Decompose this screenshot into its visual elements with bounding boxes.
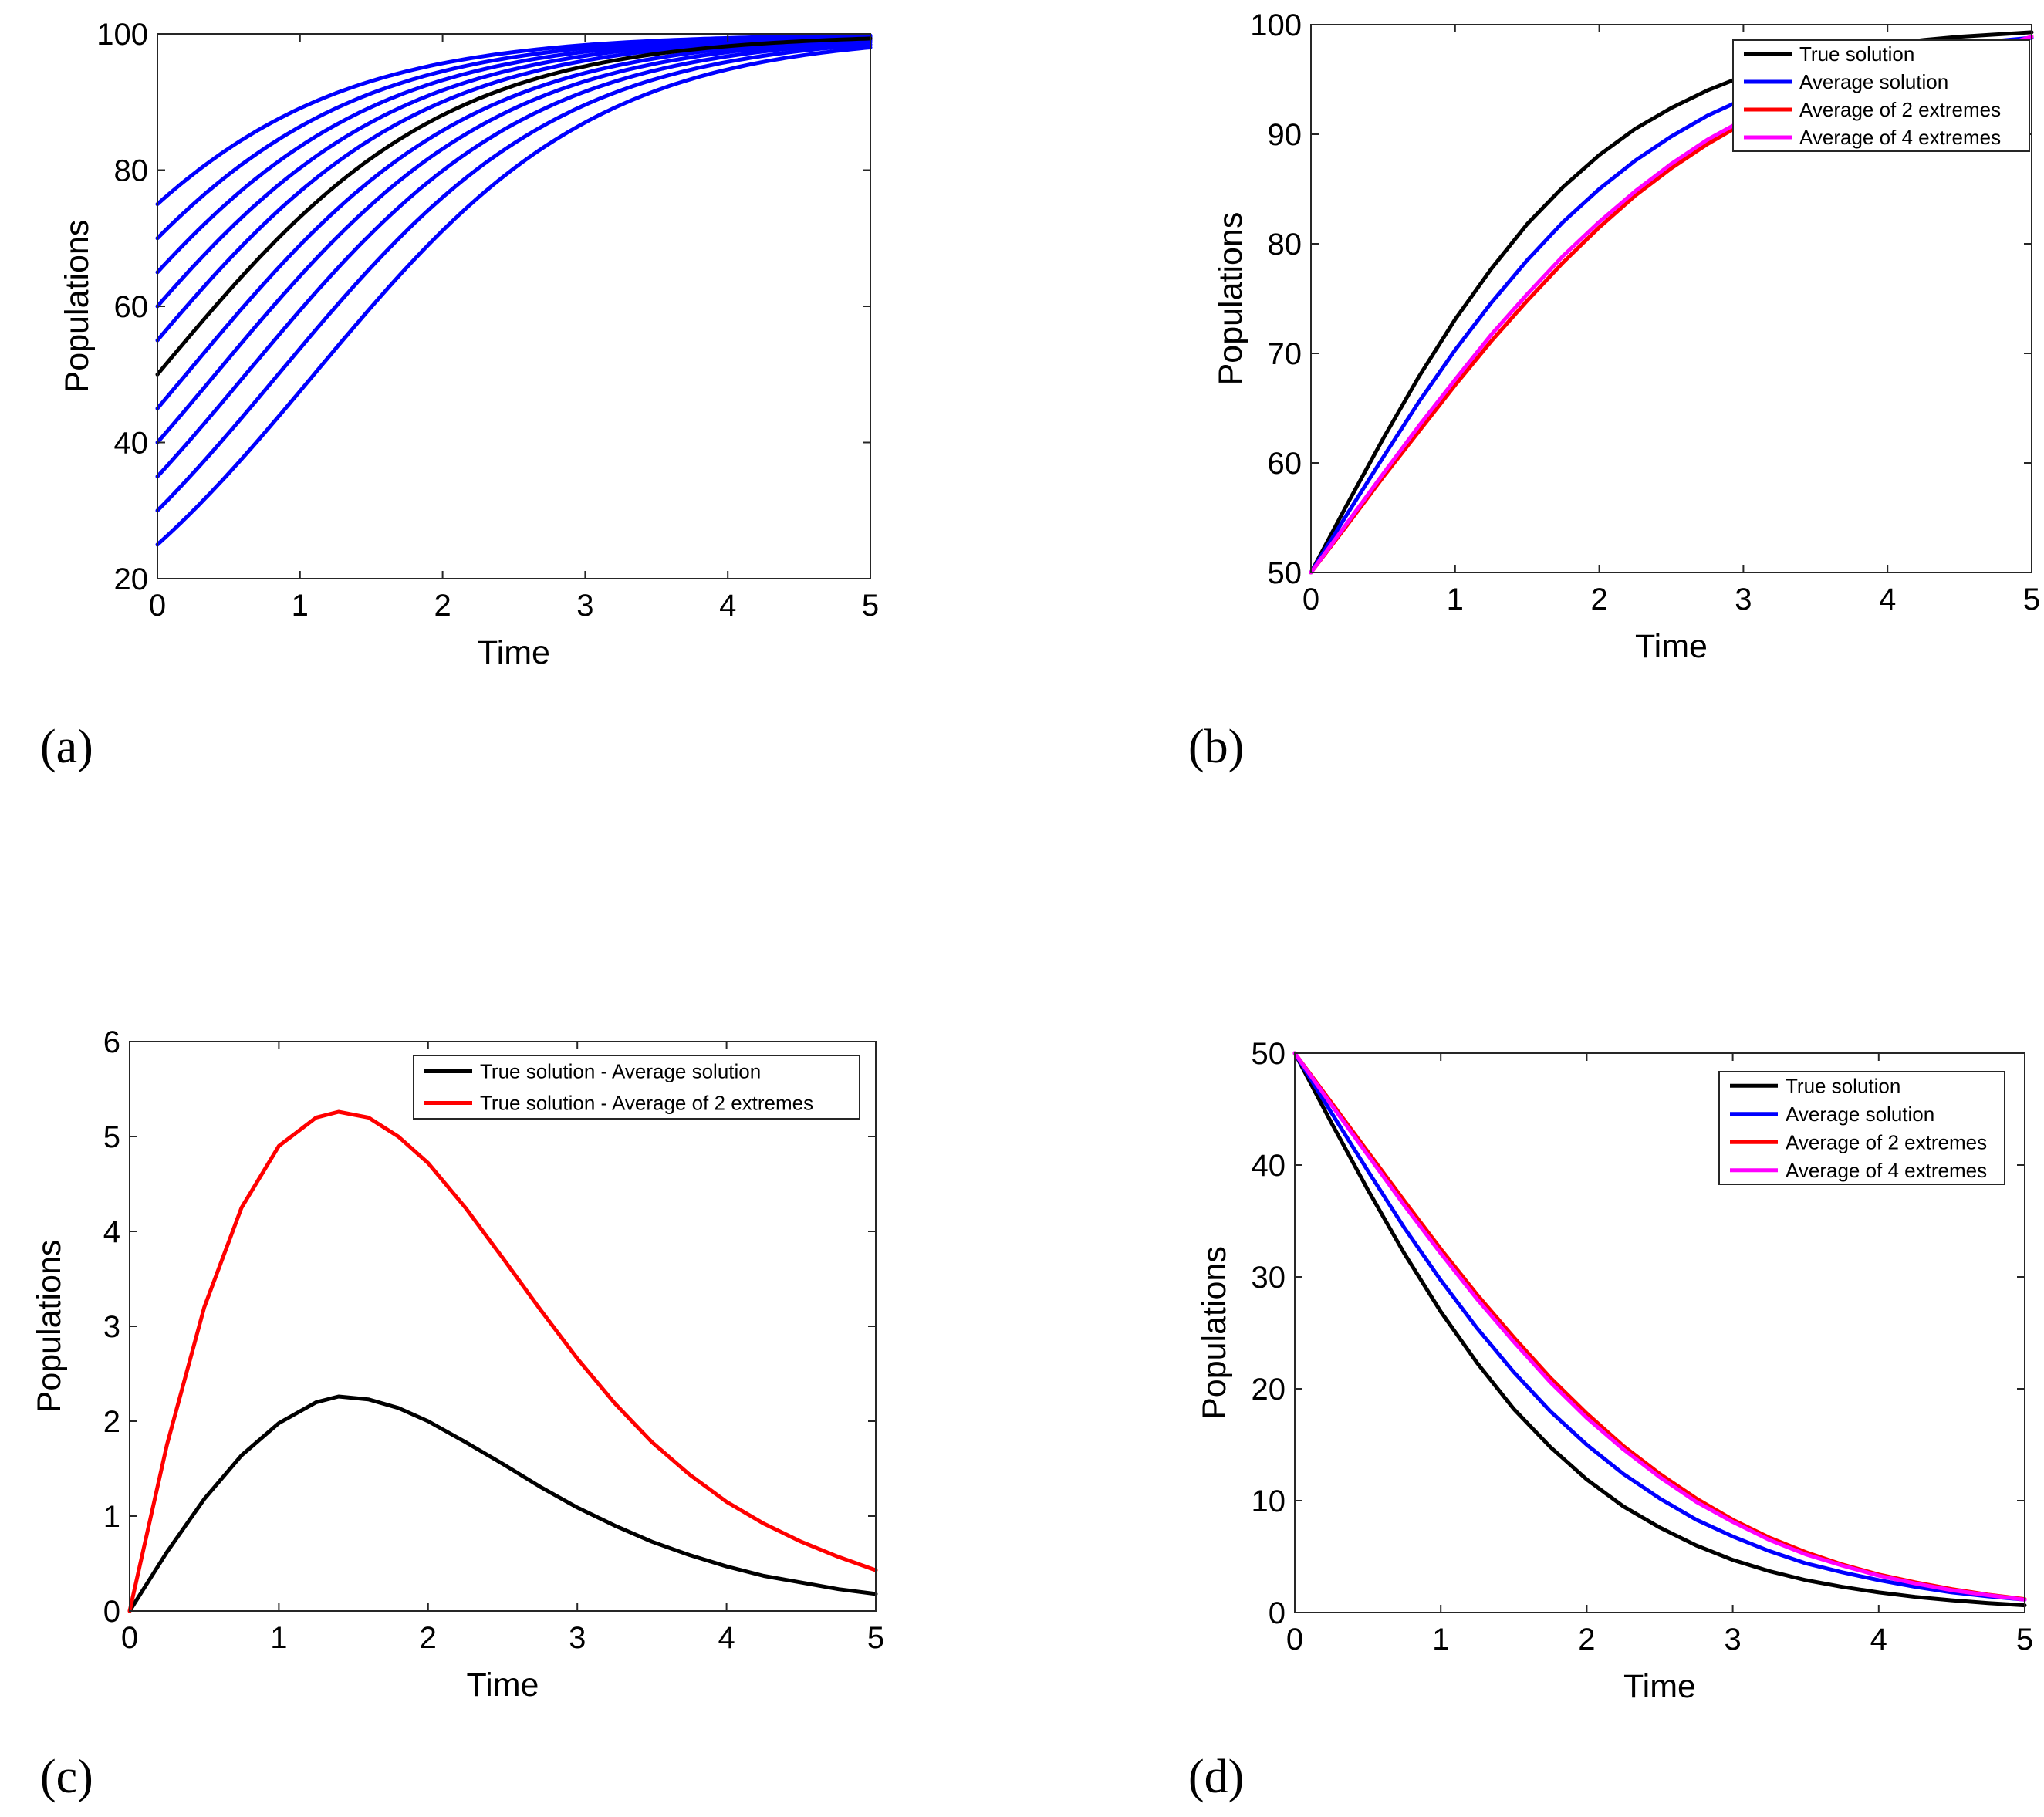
x-tick-label-a-2: 2 <box>434 589 451 623</box>
y-tick-label-b-3: 80 <box>1268 228 1302 262</box>
x-tick-label-d-2: 2 <box>1578 1623 1595 1657</box>
y-axis-label-d: Populations <box>1196 1246 1233 1420</box>
x-tick-label-b-2: 2 <box>1590 583 1607 616</box>
series-line-a-7 <box>155 40 873 479</box>
x-tick-label-b-4: 4 <box>1879 583 1896 616</box>
legend-label-d-1: Average solution <box>1786 1103 1934 1126</box>
y-tick-label-a-3: 80 <box>114 154 149 188</box>
x-tick-label-a-0: 0 <box>149 589 166 623</box>
axes-box-b <box>1310 24 2032 573</box>
legend-label-d-2: Average of 2 extremes <box>1786 1130 1987 1153</box>
series-line-a-5 <box>155 37 873 410</box>
panel-label-a: (a) <box>40 721 93 773</box>
series-line-a-6 <box>155 39 873 444</box>
x-tick-label-b-0: 0 <box>1302 583 1319 616</box>
series-line-d-3 <box>1292 1051 2027 1602</box>
y-tick-label-d-2: 20 <box>1252 1373 1286 1407</box>
y-tick-label-c-6: 6 <box>103 1025 120 1059</box>
y-tick-label-d-4: 40 <box>1252 1149 1286 1183</box>
x-tick-label-a-3: 3 <box>576 589 593 623</box>
x-tick-label-b-1: 1 <box>1447 583 1464 616</box>
series-line-d-1 <box>1292 1051 2027 1602</box>
legend-b: True solution Average solution Average of … <box>1732 39 2030 152</box>
y-axis-label-a: Populations <box>59 220 96 393</box>
x-tick-label-c-5: 5 <box>867 1621 884 1655</box>
legend-label-b-1: Average solution <box>1799 70 1948 93</box>
plot-area-a <box>157 34 870 579</box>
y-axis-label-c: Populations <box>31 1240 68 1413</box>
legend-label-c-1: True solution - Average of 2 extremes <box>480 1092 813 1115</box>
y-tick-label-c-1: 1 <box>103 1500 120 1534</box>
x-tick-label-d-4: 4 <box>1870 1623 1887 1657</box>
y-tick-label-c-2: 2 <box>103 1405 120 1439</box>
y-tick-label-c-3: 3 <box>103 1310 120 1344</box>
x-tick-label-a-4: 4 <box>719 589 736 623</box>
x-tick-label-d-0: 0 <box>1286 1623 1303 1657</box>
x-tick-label-c-3: 3 <box>569 1621 586 1655</box>
y-tick-label-b-5: 100 <box>1250 8 1302 42</box>
legend-label-b-2: Average of 2 extremes <box>1799 98 2001 121</box>
legend-box-c <box>413 1055 860 1120</box>
y-axis-label-b: Populations <box>1212 212 1249 386</box>
series-line-c-0 <box>127 1394 878 1613</box>
legend-label-c-0: True solution - Average solution <box>480 1060 761 1083</box>
panel-label-d: (d) <box>1188 1751 1244 1803</box>
y-tick-label-c-0: 0 <box>103 1595 120 1629</box>
x-tick-label-a-5: 5 <box>862 589 879 623</box>
y-tick-label-c-4: 4 <box>103 1215 120 1249</box>
y-tick-label-a-1: 40 <box>114 427 149 461</box>
legend-d: True solution Average solution Average of … <box>1718 1071 2005 1185</box>
x-axis-label-d: Time <box>1623 1668 1696 1705</box>
y-tick-label-c-5: 5 <box>103 1120 120 1154</box>
x-axis-label-a: Time <box>478 634 550 671</box>
series-line-a-8 <box>155 42 873 513</box>
series-line-d-0 <box>1292 1051 2027 1608</box>
y-tick-label-a-4: 100 <box>96 18 148 52</box>
x-tick-label-c-2: 2 <box>420 1621 437 1655</box>
y-tick-label-b-4: 90 <box>1268 118 1302 152</box>
x-axis-label-b: Time <box>1635 628 1708 665</box>
series-line-c-1 <box>127 1109 878 1613</box>
legend-box-d <box>1718 1071 2005 1185</box>
y-tick-label-b-1: 60 <box>1268 447 1302 481</box>
x-axis-label-c: Time <box>467 1667 539 1704</box>
series-group-a <box>155 33 873 547</box>
legend-c: True solution - Average solution True sol… <box>413 1055 860 1120</box>
series-line-a-10 <box>155 36 873 377</box>
panel-label-c: (c) <box>40 1751 93 1803</box>
panel-c: 0 1 2 3 4 5 0 1 2 3 4 5 6 Time Populations True solutio… <box>31 1025 884 1704</box>
axes-box-d <box>1294 1052 2025 1613</box>
x-tick-label-a-1: 1 <box>292 589 309 623</box>
series-group-c <box>127 1109 878 1613</box>
x-tick-label-c-1: 1 <box>270 1621 287 1655</box>
y-tick-label-d-5: 50 <box>1252 1037 1286 1071</box>
y-tick-label-d-1: 10 <box>1252 1484 1286 1518</box>
y-tick-label-d-0: 0 <box>1269 1596 1286 1630</box>
x-tick-label-c-4: 4 <box>718 1621 735 1655</box>
panel-label-b: (b) <box>1188 721 1244 773</box>
series-group-d <box>1292 1051 2027 1608</box>
x-tick-label-b-5: 5 <box>2023 583 2040 616</box>
legend-label-b-3: Average of 4 extremes <box>1799 126 2001 149</box>
series-line-a-9 <box>155 46 873 547</box>
y-tick-label-a-2: 60 <box>114 290 149 324</box>
legend-box-b <box>1732 39 2030 152</box>
legend-label-d-3: Average of 4 extremes <box>1786 1159 1987 1182</box>
x-tick-label-c-0: 0 <box>121 1621 138 1655</box>
y-tick-label-d-3: 30 <box>1252 1261 1286 1295</box>
y-tick-label-b-0: 50 <box>1268 556 1302 590</box>
x-tick-label-b-3: 3 <box>1735 583 1752 616</box>
legend-label-d-0: True solution <box>1786 1074 1900 1097</box>
y-tick-label-b-2: 70 <box>1268 337 1302 371</box>
x-tick-label-d-1: 1 <box>1432 1623 1449 1657</box>
y-tick-label-a-0: 20 <box>114 562 149 596</box>
panel-b: 0 1 2 3 4 5 50 60 70 80 90 100 Time Populations True s… <box>1212 8 2040 665</box>
legend-label-b-0: True solution <box>1799 42 1914 66</box>
x-tick-label-d-5: 5 <box>2016 1623 2033 1657</box>
x-tick-label-d-3: 3 <box>1724 1623 1741 1657</box>
panel-a: 0 1 2 3 4 5 20 40 60 80 100 Time Populations <box>59 18 879 671</box>
